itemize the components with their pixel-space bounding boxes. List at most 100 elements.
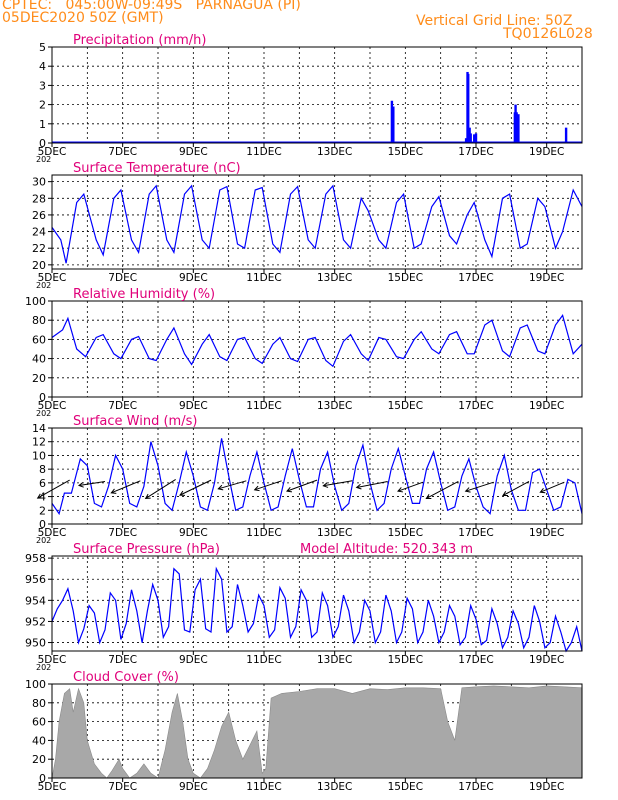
header-station: CPTEC: 045:00W-09:49S PARNAGUA (PI): [2, 0, 301, 13]
cloud-title: Cloud Cover (%): [73, 670, 179, 685]
wind-arrow: [323, 480, 353, 487]
header-run-time: 05DEC2020 50Z (GMT): [2, 10, 164, 26]
wind-arrow: [111, 480, 141, 494]
wind-arrow: [502, 481, 530, 496]
precip-panel: [48, 46, 583, 147]
temp-ytick-label: 20: [32, 259, 46, 272]
temp-xtick-label: 9DEC: [179, 272, 208, 284]
pres-ytick-label: 950: [25, 637, 46, 650]
precip-year-stub: 202: [36, 155, 51, 164]
wind-ytick-label: 2: [39, 504, 46, 517]
pres-xtick-label: 9DEC: [179, 654, 208, 666]
cloud-xtick-label: 7DEC: [108, 781, 137, 793]
wind-ytick-label: 10: [32, 449, 46, 462]
wind-arrow-head: [502, 491, 509, 497]
wind-xtick-label: 11DEC: [246, 527, 281, 539]
rh-xtick-label: 15DEC: [388, 400, 423, 412]
rh-year-stub: 202: [36, 409, 51, 418]
rh-ytick-label: 40: [32, 353, 46, 366]
rh-xtick-label: 19DEC: [529, 400, 564, 412]
cloud-xtick-label: 15DEC: [388, 781, 423, 793]
wind-arrow: [426, 481, 459, 499]
wind-ytick-label: 4: [39, 491, 46, 504]
cloud-panel: [48, 683, 583, 782]
wind-arrow-head: [355, 483, 362, 490]
precip-xtick-label: 5DEC: [38, 146, 67, 158]
wind-arrow: [254, 480, 282, 491]
wind-arrow-head: [144, 493, 151, 499]
wind-line: [51, 438, 583, 516]
pres-line: [51, 566, 583, 653]
temp-title: Surface Temperature (nC): [73, 161, 241, 176]
rh-xtick-label: 9DEC: [179, 400, 208, 412]
pres-extra-label: Model Altitude: 520.343 m: [300, 542, 473, 557]
precip-frame: [51, 46, 583, 144]
wind-xtick-label: 15DEC: [388, 527, 423, 539]
temp-xtick-label: 13DEC: [317, 272, 352, 284]
precip-ytick-label: 0: [39, 137, 46, 150]
wind-arrow: [218, 480, 247, 490]
temp-xtick-label: 11DEC: [246, 272, 281, 284]
wind-frame: [51, 427, 583, 525]
rh-xtick-label: 11DEC: [246, 400, 281, 412]
wind-xtick-label: 19DEC: [529, 527, 564, 539]
header-code: TQ0126L028: [503, 26, 593, 42]
temp-ytick-label: 30: [32, 176, 46, 189]
wind-arrow-head: [217, 484, 224, 491]
wind-arrow: [286, 479, 318, 492]
rh-title: Relative Humidity (%): [73, 287, 215, 302]
temp-xtick-label: 17DEC: [458, 272, 493, 284]
precip-bar: [390, 100, 394, 143]
wind-arrow-head: [425, 494, 432, 500]
wind-arrow-head: [397, 487, 404, 493]
wind-ytick-label: 6: [39, 477, 46, 490]
wind-ytick-label: 0: [39, 518, 46, 531]
wind-ytick-label: 14: [32, 422, 46, 435]
cloud-ytick-label: 0: [39, 772, 46, 785]
precip-ytick-label: 4: [39, 60, 46, 73]
precip-bar: [464, 138, 468, 143]
wind-panel: [36, 427, 583, 528]
temp-line: [51, 184, 583, 264]
rh-line: [51, 314, 583, 368]
pres-year-stub: 202: [36, 663, 51, 672]
cloud-ytick-label: 80: [32, 697, 46, 710]
cloud-xtick-label: 19DEC: [529, 781, 564, 793]
pres-xtick-label: 7DEC: [108, 654, 137, 666]
precip-bar: [392, 106, 395, 143]
precip-xtick-label: 17DEC: [458, 146, 493, 158]
pres-ytick-label: 954: [25, 594, 46, 607]
temp-xtick-label: 19DEC: [529, 272, 564, 284]
pres-title: Surface Pressure (hPa): [73, 542, 220, 557]
pres-xtick-label: 15DEC: [388, 654, 423, 666]
wind-arrow-head: [464, 487, 471, 493]
rh-xtick-label: 5DEC: [38, 400, 67, 412]
precip-ytick-label: 3: [39, 79, 46, 92]
wind-arrow-head: [286, 487, 293, 493]
precip-xtick-label: 19DEC: [529, 146, 564, 158]
cloud-frame: [51, 683, 583, 779]
wind-xtick-label: 5DEC: [38, 527, 67, 539]
temp-frame: [51, 174, 583, 270]
wind-arrow-head: [110, 488, 117, 494]
temp-xtick-label: 15DEC: [388, 272, 423, 284]
rh-xtick-label: 17DEC: [458, 400, 493, 412]
precip-ytick-label: 1: [39, 118, 46, 131]
cloud-ytick-label: 40: [32, 734, 46, 747]
temp-xtick-label: 7DEC: [108, 272, 137, 284]
cloud-area: [51, 685, 583, 779]
cloud-xtick-label: 17DEC: [458, 781, 493, 793]
precip-xtick-label: 15DEC: [388, 146, 423, 158]
precip-ytick-label: 2: [39, 99, 46, 112]
cloud-ytick-label: 100: [25, 678, 46, 691]
precip-bar: [473, 134, 476, 143]
precip-xtick-label: 9DEC: [179, 146, 208, 158]
cloud-ytick-label: 60: [32, 716, 46, 729]
cloud-xtick-label: 9DEC: [179, 781, 208, 793]
precip-bar: [517, 114, 520, 143]
pres-xtick-label: 17DEC: [458, 654, 493, 666]
temp-panel: [48, 174, 583, 273]
precip-bar: [467, 73, 470, 143]
precip-xtick-label: 7DEC: [108, 146, 137, 158]
